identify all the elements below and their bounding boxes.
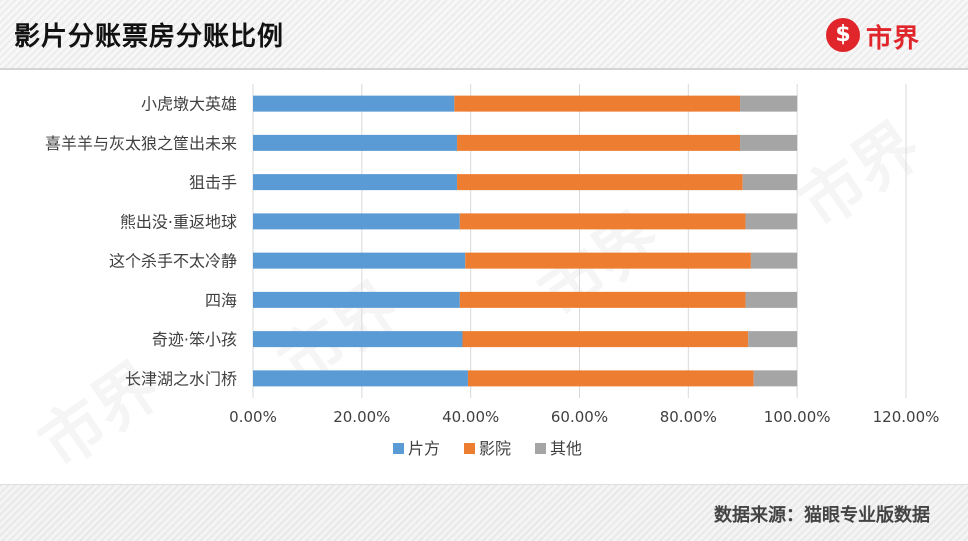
category-label: 喜羊羊与灰太狼之筐出未来 — [45, 134, 237, 153]
bar-segment-其他 — [750, 252, 798, 269]
bar-segment-影院 — [454, 95, 741, 112]
category-labels: 小虎墩大英雄喜羊羊与灰太狼之筐出未来狙击手熊出没·重返地球这个杀手不太冷静四海奇… — [45, 95, 237, 389]
category-label: 熊出没·重返地球 — [120, 212, 237, 231]
x-tick-label: 60.00% — [551, 408, 608, 426]
x-tick-label: 40.00% — [442, 408, 499, 426]
x-tick-label: 100.00% — [764, 408, 831, 426]
bar-segment-其他 — [753, 370, 798, 387]
bar-segment-其他 — [745, 291, 798, 308]
x-tick-label: 120.00% — [873, 408, 940, 426]
bar-segment-影院 — [467, 370, 754, 387]
category-label: 这个杀手不太冷静 — [109, 252, 237, 271]
x-axis-ticks: 0.00% 20.00% 40.00% 60.00% 80.00% 100.00% 120.… — [229, 408, 939, 426]
legend: 片方 影院 其他 — [393, 439, 582, 458]
bar-segment-影院 — [459, 291, 746, 308]
x-tick-label: 20.00% — [333, 408, 390, 426]
watermark-text: 市界 — [787, 109, 934, 243]
bar-segment-其他 — [742, 174, 798, 191]
bar-segment-片方 — [253, 291, 460, 308]
legend-swatch — [535, 443, 546, 454]
logo-icon: $ — [826, 18, 860, 52]
header: 影片分账票房分账比例 $ 市界 — [0, 0, 968, 70]
legend-swatch — [464, 443, 475, 454]
bar-segment-其他 — [740, 134, 798, 151]
category-label: 奇迹·笨小孩 — [152, 330, 237, 349]
bar-segment-影院 — [462, 331, 749, 348]
legend-label: 其他 — [550, 439, 582, 458]
bars — [253, 95, 798, 387]
bar-segment-片方 — [253, 174, 458, 191]
legend-swatch — [393, 443, 404, 454]
footer: 数据来源：猫眼专业版数据 — [0, 484, 968, 541]
bar-segment-片方 — [253, 370, 468, 387]
category-label: 狙击手 — [189, 173, 237, 192]
logo: $ 市界 — [826, 16, 936, 56]
x-tick-label: 80.00% — [660, 408, 717, 426]
x-tick-label: 0.00% — [229, 408, 277, 426]
legend-label: 影院 — [479, 439, 511, 458]
bar-segment-片方 — [253, 134, 458, 151]
category-label: 四海 — [205, 291, 237, 310]
category-label: 小虎墩大英雄 — [141, 95, 237, 114]
page-title: 影片分账票房分账比例 — [14, 22, 285, 52]
legend-label: 片方 — [408, 439, 440, 458]
category-label: 长津湖之水门桥 — [125, 369, 237, 388]
bar-segment-影院 — [457, 134, 741, 151]
bar-segment-其他 — [745, 213, 798, 230]
bar-segment-其他 — [740, 95, 798, 112]
bar-segment-片方 — [253, 331, 463, 348]
bar-segment-影院 — [457, 174, 743, 191]
bar-segment-片方 — [253, 95, 455, 112]
bar-segment-其他 — [748, 331, 798, 348]
logo-text: 市界 — [866, 24, 921, 54]
bar-segment-片方 — [253, 252, 466, 269]
bar-segment-影院 — [465, 252, 751, 269]
bar-segment-片方 — [253, 213, 460, 230]
bar-segment-影院 — [459, 213, 746, 230]
source-note: 数据来源：猫眼专业版数据 — [714, 505, 930, 526]
